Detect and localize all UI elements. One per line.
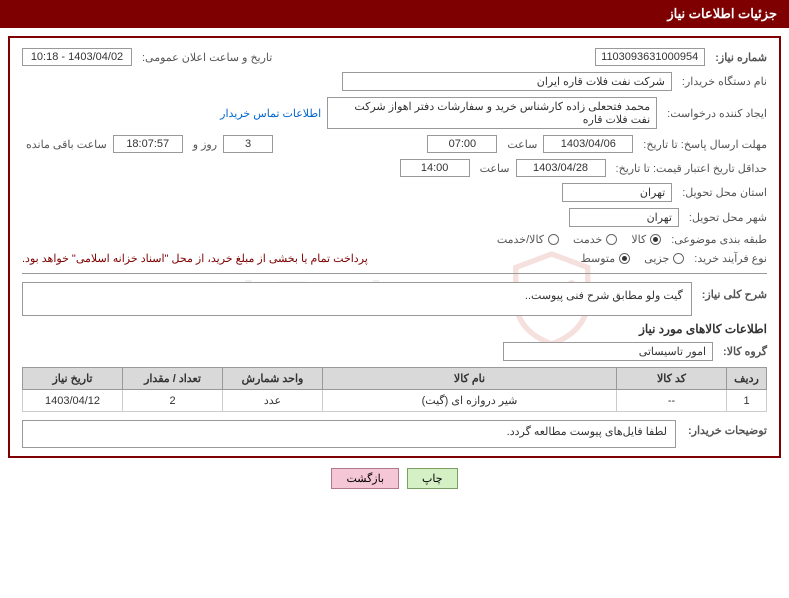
label-day-and: روز و: [193, 138, 217, 151]
field-validity-date: 1403/04/28: [516, 159, 606, 177]
items-table: ردیف کد کالا نام کالا واحد شمارش تعداد /…: [22, 367, 767, 412]
th-unit: واحد شمارش: [223, 368, 323, 390]
payment-note: پرداخت تمام یا بخشی از مبلغ خرید، از محل…: [22, 252, 368, 265]
radio-icon: [548, 234, 559, 245]
buyer-contact-link[interactable]: اطلاعات تماس خریدار: [220, 107, 321, 120]
label-goods-group: گروه کالا:: [723, 345, 767, 358]
field-days-left: 3: [223, 135, 273, 153]
label-reply-deadline: مهلت ارسال پاسخ: تا تاریخ:: [643, 138, 767, 151]
field-requester: محمد فتحعلی زاده کارشناس خرید و سفارشات …: [327, 97, 657, 129]
radio-label: متوسط: [581, 252, 616, 265]
cell-name: شیر دروازه ای (گیت): [323, 390, 617, 412]
cell-code: --: [617, 390, 727, 412]
row-city: شهر محل تحویل: تهران: [22, 208, 767, 227]
label-category: طبقه بندی موضوعی:: [671, 233, 767, 246]
field-goods-group: امور تاسیساتی: [503, 342, 713, 361]
category-option[interactable]: خدمت: [573, 233, 617, 246]
field-general-desc: گیت ولو مطابق شرح فنی پیوست..: [22, 282, 692, 316]
field-reply-time: 07:00: [427, 135, 497, 153]
label-price-validity: حداقل تاریخ اعتبار قیمت: تا تاریخ:: [616, 162, 767, 175]
radio-label: کالا/خدمت: [497, 233, 544, 246]
back-button[interactable]: بازگشت: [331, 468, 399, 489]
cell-unit: عدد: [223, 390, 323, 412]
field-reply-date: 1403/04/06: [543, 135, 633, 153]
radio-group-purchase: جزیی متوسط: [581, 252, 685, 265]
table-header-row: ردیف کد کالا نام کالا واحد شمارش تعداد /…: [23, 368, 767, 390]
field-buyer-notes: لطفا فایل‌های پیوست مطالعه گردد.: [22, 420, 676, 448]
cell-row: 1: [727, 390, 767, 412]
label-requester: ایجاد کننده درخواست:: [667, 107, 767, 120]
field-buyer-org: شرکت نفت فلات قاره ایران: [342, 72, 672, 91]
divider-1: [22, 273, 767, 274]
label-province: استان محل تحویل:: [682, 186, 767, 199]
purchase-type-option[interactable]: متوسط: [581, 252, 631, 265]
field-city: تهران: [569, 208, 679, 227]
field-need-no: 1103093631000954: [595, 48, 705, 66]
radio-icon: [606, 234, 617, 245]
row-province: استان محل تحویل: تهران: [22, 183, 767, 202]
field-announce-dt: 1403/04/02 - 10:18: [22, 48, 132, 66]
label-buyer-notes: توضیحات خریدار:: [688, 420, 767, 437]
table-row: 1--شیر دروازه ای (گیت)عدد21403/04/12: [23, 390, 767, 412]
label-city: شهر محل تحویل:: [689, 211, 767, 224]
row-need-no: شماره نیاز: 1103093631000954 تاریخ و ساع…: [22, 48, 767, 66]
radio-label: خدمت: [573, 233, 602, 246]
th-name: نام کالا: [323, 368, 617, 390]
cell-qty: 2: [123, 390, 223, 412]
radio-icon: [673, 253, 684, 264]
row-purchase-type: نوع فرآیند خرید: جزیی متوسط پرداخت تمام ی…: [22, 252, 767, 265]
row-buyer-org: نام دستگاه خریدار: شرکت نفت فلات قاره ای…: [22, 72, 767, 91]
label-remaining: ساعت باقی مانده: [26, 138, 107, 151]
radio-label: جزیی: [644, 252, 669, 265]
print-button[interactable]: چاپ: [407, 468, 458, 489]
section-items-title: اطلاعات کالاهای مورد نیاز: [22, 322, 767, 336]
category-option[interactable]: کالا/خدمت: [497, 233, 559, 246]
main-frame: شماره نیاز: 1103093631000954 تاریخ و ساع…: [8, 36, 781, 458]
purchase-type-option[interactable]: جزیی: [644, 252, 684, 265]
row-buyer-notes: توضیحات خریدار: لطفا فایل‌های پیوست مطال…: [22, 420, 767, 448]
footer-buttons: چاپ بازگشت: [0, 468, 789, 489]
row-category: طبقه بندی موضوعی: کالا خدمت کالا/خدمت: [22, 233, 767, 246]
row-reply-deadline: مهلت ارسال پاسخ: تا تاریخ: 1403/04/06 سا…: [22, 135, 767, 153]
radio-icon: [650, 234, 661, 245]
page-title: جزئیات اطلاعات نیاز: [667, 6, 777, 21]
label-buyer-org: نام دستگاه خریدار:: [682, 75, 767, 88]
label-time-2: ساعت: [480, 162, 510, 175]
row-price-validity: حداقل تاریخ اعتبار قیمت: تا تاریخ: 1403/…: [22, 159, 767, 177]
label-purchase-type: نوع فرآیند خرید:: [694, 252, 767, 265]
th-row: ردیف: [727, 368, 767, 390]
label-time-1: ساعت: [507, 138, 537, 151]
row-general-desc: شرح کلی نیاز: گیت ولو مطابق شرح فنی پیوس…: [22, 282, 767, 316]
row-goods-group: گروه کالا: امور تاسیساتی: [22, 342, 767, 361]
label-general-desc: شرح کلی نیاز:: [702, 282, 767, 301]
radio-icon: [619, 253, 630, 264]
field-time-left: 18:07:57: [113, 135, 183, 153]
th-code: کد کالا: [617, 368, 727, 390]
radio-label: کالا: [631, 233, 646, 246]
row-requester: ایجاد کننده درخواست: محمد فتحعلی زاده کا…: [22, 97, 767, 129]
th-date: تاریخ نیاز: [23, 368, 123, 390]
page-header: جزئیات اطلاعات نیاز: [0, 0, 789, 28]
field-province: تهران: [562, 183, 672, 202]
radio-group-category: کالا خدمت کالا/خدمت: [497, 233, 661, 246]
label-announce-dt: تاریخ و ساعت اعلان عمومی:: [142, 51, 272, 64]
field-validity-time: 14:00: [400, 159, 470, 177]
category-option[interactable]: کالا: [631, 233, 661, 246]
th-qty: تعداد / مقدار: [123, 368, 223, 390]
cell-need_date: 1403/04/12: [23, 390, 123, 412]
label-need-no: شماره نیاز:: [715, 51, 767, 64]
